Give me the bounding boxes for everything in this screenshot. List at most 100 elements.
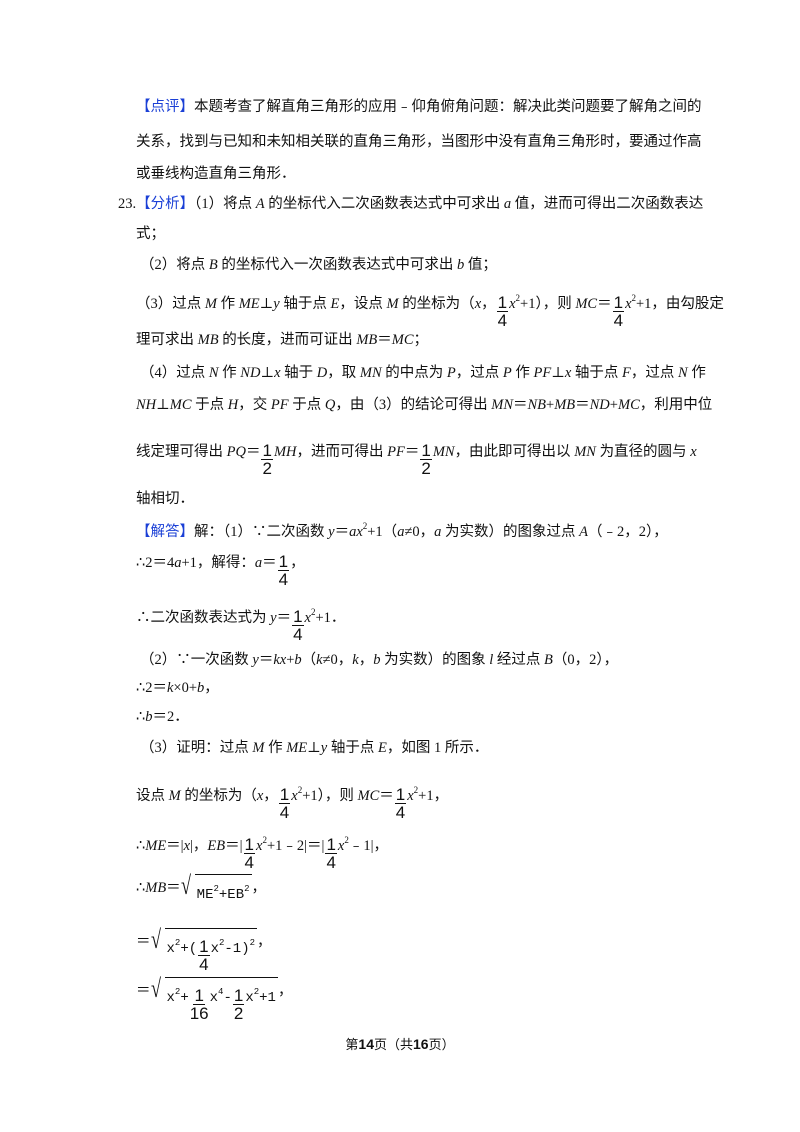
numerator: 1 (232, 986, 245, 1005)
text-run: （3）过点 (136, 296, 205, 312)
text-run: + (286, 652, 295, 668)
superscript: 2 (362, 521, 368, 531)
text-run: ，进而可得出 (296, 444, 388, 460)
text-run: 作 (511, 365, 534, 381)
text-run: 解：（1）∵二次函数 (194, 524, 329, 540)
math-variable: MB (356, 332, 378, 348)
text-run: ， (277, 983, 293, 999)
text-run: ∴ (136, 709, 146, 725)
superscript: 2 (249, 938, 256, 948)
math-variable: PF (387, 444, 405, 460)
text-run: 值，进而可得出二次函数表达 (511, 196, 704, 212)
radical-sign-icon: √ (180, 871, 191, 900)
text-line: （2）∵一次函数 y＝kx+b（k≠0，k，b 为实数）的图象 l 经过点 B（… (140, 650, 618, 670)
math-variable: ND (240, 365, 261, 381)
text-run: ， (257, 934, 272, 950)
text-line: 【解答】解：（1）∵二次函数 y＝ax2+1（a≠0，a 为实数）的图象过点 A… (136, 516, 668, 542)
math-variable: y (273, 296, 280, 312)
text-run: 的长度，进而可证出 (218, 332, 357, 348)
math-variable: NB (527, 397, 547, 413)
math-variable: x (625, 296, 632, 312)
math-variable: MB (145, 880, 167, 896)
denominator: 2 (262, 459, 272, 478)
radical-sign-icon: √ (150, 974, 161, 1003)
math-variable: b (456, 257, 465, 273)
math-variable: NH (136, 397, 157, 413)
math-variable: x (183, 838, 191, 854)
text-run: （2）∵一次函数 (140, 652, 253, 668)
text-run: 值； (464, 257, 497, 273)
math-variable: a (397, 524, 405, 540)
text-line: ∴MB＝ √ ME2+EB2， (136, 871, 267, 905)
denominator: 4 (279, 803, 290, 822)
text-run: ，由（3）的结论可得出 (335, 397, 492, 413)
text-run: ＝ (136, 934, 151, 950)
math-variable: x (474, 296, 482, 312)
numerator: 1 (420, 441, 432, 460)
superscript: 2 (344, 835, 349, 845)
text-run: ＝ (262, 555, 277, 571)
text-line: ∴b＝2． (136, 707, 189, 727)
text-run: ， (204, 680, 219, 696)
math-variable: y (320, 740, 328, 756)
text-run: ，如图 1 所示． (386, 740, 489, 756)
numerator: 1 (243, 835, 256, 854)
numerator: 1 (292, 607, 304, 626)
text-run: （0，2）， (552, 652, 619, 668)
superscript: 2 (310, 607, 316, 617)
text-run: +1﹣2|＝| (266, 838, 325, 854)
section-tag: 【点评】 (136, 99, 194, 115)
text-run: ⊥ (259, 296, 274, 312)
text-run: ME (196, 887, 214, 903)
text-line: 【点评】本题考查了解直角三角形的应用﹣仰角俯角问题：解决此类问题要了解角之间的 (136, 97, 702, 117)
denominator: 4 (395, 803, 406, 822)
superscript: 2 (413, 785, 419, 795)
text-run: ∴ (136, 838, 146, 854)
text-run: ， (263, 788, 278, 804)
superscript: 2 (515, 293, 521, 303)
math-variable: b (145, 709, 153, 725)
math-variable: PQ (226, 444, 246, 460)
text-run: 为直径的圆与 (595, 444, 691, 460)
numerator: 1 (394, 785, 407, 804)
text-run: +( (180, 941, 198, 957)
math-variable: MB (197, 332, 219, 348)
math-variable: F (622, 365, 631, 381)
math-variable: D (316, 365, 328, 381)
text-run: 轴于 (280, 365, 317, 381)
text-line: 关系，找到与已知和未知相关联的直角三角形，当图形中没有直角三角形时，要通过作高 (136, 132, 702, 152)
text-run: 的中点为 (381, 365, 447, 381)
math-variable: Q (324, 397, 336, 413)
text-run: 或垂线构造直角三角形． (136, 166, 296, 182)
text-run: x (166, 941, 175, 957)
math-variable: ME (286, 740, 308, 756)
text-run: （ (301, 652, 317, 668)
math-variable: x (407, 788, 414, 804)
math-variable: M (204, 296, 217, 312)
text-run: ＝ (379, 788, 394, 804)
fraction: 1 16 (190, 987, 209, 1022)
superscript: 2 (262, 835, 267, 845)
superscript: 2 (219, 938, 225, 948)
radicand: x2+(1 4 x2-1)2 (164, 928, 258, 973)
text-run: 本题考查了解直角三角形的应用﹣仰角俯角问题：解决此类问题要了解角之间的 (194, 99, 702, 115)
math-variable: MC (617, 397, 640, 413)
superscript: 2 (631, 293, 637, 303)
text-run: ， (251, 880, 267, 896)
numerator: 1 (612, 293, 625, 312)
text-run: ， (481, 296, 496, 312)
text-run: +1， (418, 788, 449, 804)
text-run: ， (358, 652, 374, 668)
text-run: ，过点 (630, 365, 679, 381)
math-variable: a (254, 555, 263, 571)
text-run: ⊥ (307, 740, 321, 756)
text-run: +1（ (367, 524, 398, 540)
text-line: 理可求出 MB 的长度，进而可证出 MB＝MC； (136, 330, 428, 350)
text-run: 作 (216, 296, 239, 312)
text-run: ＝ (166, 880, 181, 896)
superscript: 4 (218, 987, 224, 997)
